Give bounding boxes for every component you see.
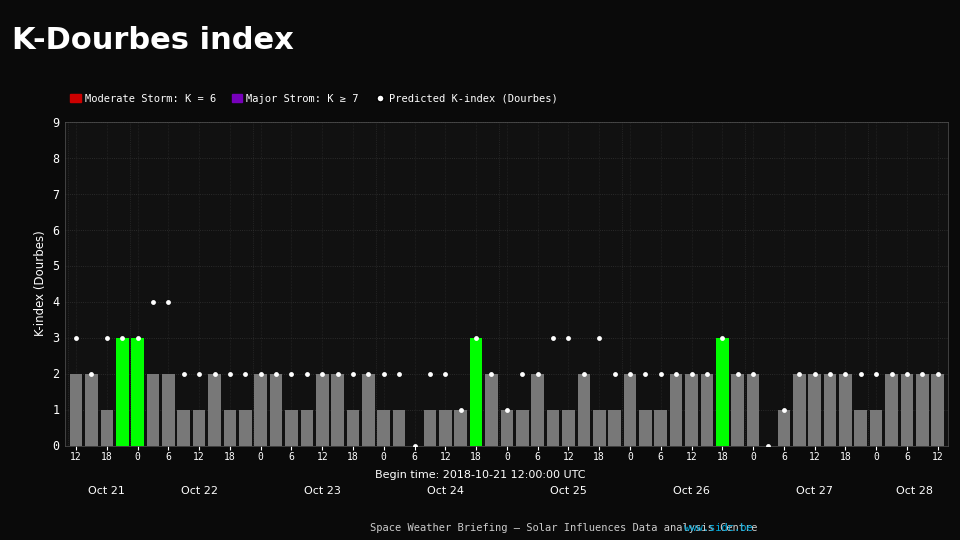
Bar: [300, 409, 313, 445]
Bar: [793, 374, 805, 445]
Bar: [732, 374, 744, 445]
Bar: [624, 374, 636, 445]
Bar: [85, 374, 98, 445]
Text: K-Dourbes index: K-Dourbes index: [12, 25, 293, 55]
Bar: [393, 409, 405, 445]
Bar: [900, 374, 913, 445]
Legend: Moderate Storm: K = 6, Major Strom: K ≥ 7, Predicted K-index (Dourbes): Moderate Storm: K = 6, Major Strom: K ≥ …: [66, 90, 562, 108]
Text: www.sidc.be: www.sidc.be: [684, 523, 753, 533]
Bar: [331, 374, 344, 445]
Bar: [285, 409, 298, 445]
Text: Oct 23: Oct 23: [303, 487, 341, 496]
Bar: [516, 409, 529, 445]
Bar: [316, 374, 328, 445]
Bar: [931, 374, 944, 445]
Text: Begin time: 2018-10-21 12:00:00 UTC: Begin time: 2018-10-21 12:00:00 UTC: [374, 470, 586, 480]
Bar: [885, 374, 898, 445]
Bar: [116, 338, 129, 446]
Bar: [254, 374, 267, 445]
Bar: [531, 374, 544, 445]
Bar: [485, 374, 498, 445]
Bar: [132, 338, 144, 446]
Bar: [578, 374, 590, 445]
Bar: [778, 409, 790, 445]
Bar: [347, 409, 359, 445]
Bar: [747, 374, 759, 445]
Bar: [147, 374, 159, 445]
Bar: [500, 409, 514, 445]
Bar: [193, 409, 205, 445]
Bar: [670, 374, 683, 445]
Text: Oct 28: Oct 28: [896, 487, 933, 496]
Bar: [208, 374, 221, 445]
Bar: [609, 409, 621, 445]
Text: Oct 25: Oct 25: [550, 487, 587, 496]
Text: Oct 22: Oct 22: [180, 487, 218, 496]
Bar: [716, 338, 729, 446]
Text: Oct 26: Oct 26: [673, 487, 710, 496]
Bar: [454, 409, 467, 445]
Bar: [101, 409, 113, 445]
Bar: [701, 374, 713, 445]
Bar: [70, 374, 83, 445]
Text: Oct 27: Oct 27: [796, 487, 833, 496]
Bar: [224, 409, 236, 445]
Text: Space Weather Briefing – Solar Influences Data analysis Centre: Space Weather Briefing – Solar Influence…: [370, 523, 763, 533]
Bar: [178, 409, 190, 445]
Bar: [593, 409, 606, 445]
Bar: [854, 409, 867, 445]
Text: Oct 24: Oct 24: [427, 487, 464, 496]
Bar: [639, 409, 652, 445]
Y-axis label: K-index (Dourbes): K-index (Dourbes): [34, 231, 47, 336]
Bar: [808, 374, 821, 445]
Bar: [469, 338, 483, 446]
Bar: [655, 409, 667, 445]
Bar: [824, 374, 836, 445]
Bar: [870, 409, 882, 445]
Bar: [839, 374, 852, 445]
Bar: [547, 409, 560, 445]
Bar: [423, 409, 436, 445]
Bar: [916, 374, 928, 445]
Bar: [162, 374, 175, 445]
Bar: [563, 409, 575, 445]
Bar: [270, 374, 282, 445]
Bar: [362, 374, 374, 445]
Bar: [377, 409, 390, 445]
Text: Oct 21: Oct 21: [88, 487, 125, 496]
Bar: [239, 409, 252, 445]
Bar: [685, 374, 698, 445]
Bar: [439, 409, 451, 445]
